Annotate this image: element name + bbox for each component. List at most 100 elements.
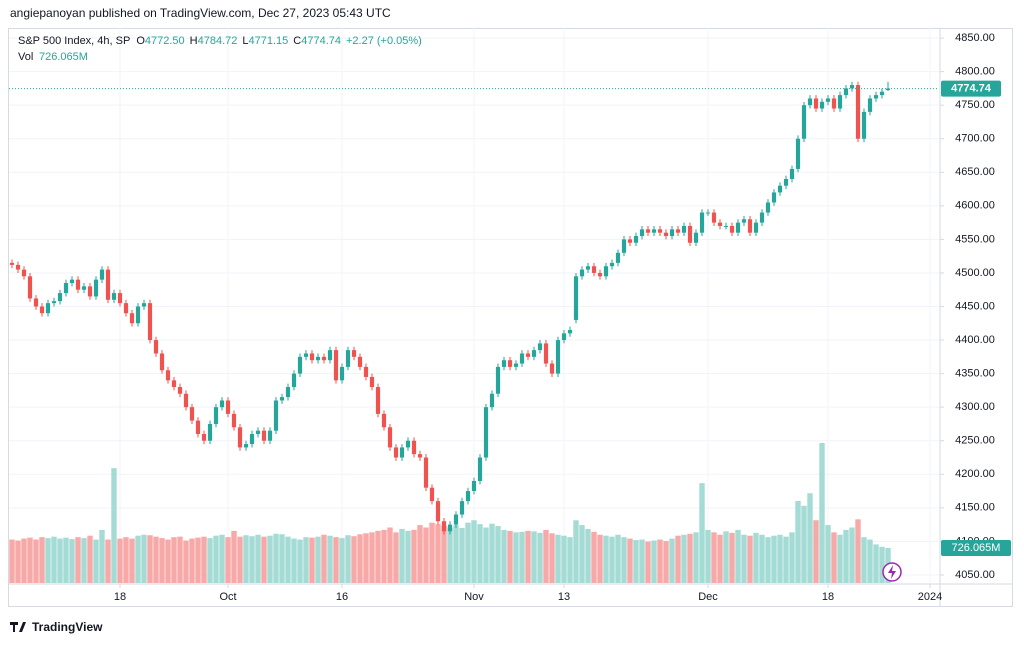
volume-bar: [165, 539, 171, 583]
candle-body: [699, 212, 705, 233]
legend: S&P 500 Index, 4h, SP Vol 726.065M O 4772…: [18, 35, 422, 63]
volume-bar: [63, 537, 69, 583]
candle-body: [153, 340, 159, 354]
volume-bar: [651, 540, 657, 583]
volume-bar: [513, 532, 519, 583]
volume-bar: [753, 532, 759, 583]
last-price-tag: [941, 80, 1001, 97]
volume-bar: [681, 534, 687, 583]
volume-bar: [819, 443, 825, 583]
candle-body: [333, 350, 339, 381]
candle-body: [639, 229, 645, 237]
volume-bar: [585, 528, 591, 583]
volume-bar: [135, 535, 141, 583]
legend-letter: C: [293, 35, 301, 47]
volume-bar: [771, 535, 777, 583]
volume-bar: [801, 505, 807, 583]
candle-body: [123, 303, 129, 314]
candle-body: [51, 301, 57, 304]
volume-bar: [657, 539, 663, 583]
volume-bar: [21, 538, 27, 583]
candle-body: [795, 138, 801, 169]
volume-bar: [189, 538, 195, 583]
candle-body: [651, 229, 657, 233]
candle-body: [579, 269, 585, 277]
legend-value: 4784.72: [198, 35, 238, 47]
volume-bar: [723, 531, 729, 583]
volume-tag: [941, 539, 1011, 556]
candle-body: [663, 232, 669, 237]
candle-body: [93, 279, 99, 297]
volume-bar: [849, 527, 855, 583]
published-note: angiepanoyan published on TradingView.co…: [10, 6, 391, 20]
volume-bar: [9, 539, 15, 583]
volume-bar: [81, 538, 87, 583]
volume-bar: [69, 539, 75, 583]
candle-body: [627, 239, 633, 243]
volume-bar: [183, 540, 189, 583]
volume-bar: [837, 534, 843, 583]
candles: [9, 81, 891, 535]
volume-bar: [33, 539, 39, 583]
candle-body: [633, 236, 639, 243]
volume-bar: [99, 529, 105, 583]
symbol: S&P 500 Index, 4h, SP: [18, 35, 130, 47]
candle-body: [723, 225, 729, 227]
candle-body: [621, 239, 627, 253]
y-tick-label: 4800.00: [955, 66, 995, 78]
volume-bar: [477, 524, 483, 583]
volume-tag-label: 726.065M: [952, 542, 1001, 554]
candle-body: [339, 366, 345, 381]
volume-bar: [495, 526, 501, 583]
volume-bar: [561, 535, 567, 583]
x-tick-label: 16: [336, 591, 348, 603]
volume-bar: [57, 538, 63, 583]
volume-bar: [639, 539, 645, 583]
candle-body: [33, 298, 39, 307]
volume-bar: [765, 537, 771, 583]
volume-bar: [435, 524, 441, 583]
volume-bar: [177, 536, 183, 583]
candle-body: [489, 393, 495, 408]
candle-body: [189, 407, 195, 421]
axes: 4050.004100.004150.004200.004250.004300.…: [9, 32, 1011, 603]
candle-body: [705, 212, 711, 214]
candle-body: [309, 353, 315, 361]
volume-bar: [483, 527, 489, 583]
candle-body: [681, 225, 687, 233]
volume-bar: [267, 535, 273, 583]
brand-name: TradingView: [32, 620, 103, 634]
legend-value: 4772.50: [145, 35, 185, 47]
y-tick-label: 4750.00: [955, 99, 995, 111]
volume-bar: [15, 540, 21, 583]
candle-body: [831, 98, 837, 109]
candle-body: [345, 350, 351, 367]
volume-bar: [231, 530, 237, 583]
volume-bar: [531, 531, 537, 583]
candle-body: [105, 269, 111, 300]
volume-bar: [351, 536, 357, 583]
candle-body: [429, 487, 435, 502]
candle-body: [867, 98, 873, 112]
volume-bar: [201, 536, 207, 583]
candle-body: [441, 521, 447, 532]
volume-name: Vol: [18, 51, 33, 63]
candle-body: [717, 222, 723, 226]
legend-letter: L: [242, 35, 248, 47]
candle-body: [201, 434, 207, 441]
volume-bar: [255, 534, 261, 583]
volume-bar: [297, 539, 303, 583]
candle-body: [525, 353, 531, 357]
candle-body: [471, 480, 477, 492]
candle-body: [135, 306, 141, 324]
candle-body: [765, 202, 771, 213]
volume-bar: [537, 532, 543, 583]
volume-bar: [207, 538, 213, 583]
candle-body: [399, 447, 405, 458]
volume-bar: [579, 525, 585, 583]
volume-bar: [375, 530, 381, 583]
candle-body: [369, 376, 375, 388]
volume-bar: [345, 535, 351, 583]
volume-bar: [51, 536, 57, 583]
volume-bar: [573, 520, 579, 583]
